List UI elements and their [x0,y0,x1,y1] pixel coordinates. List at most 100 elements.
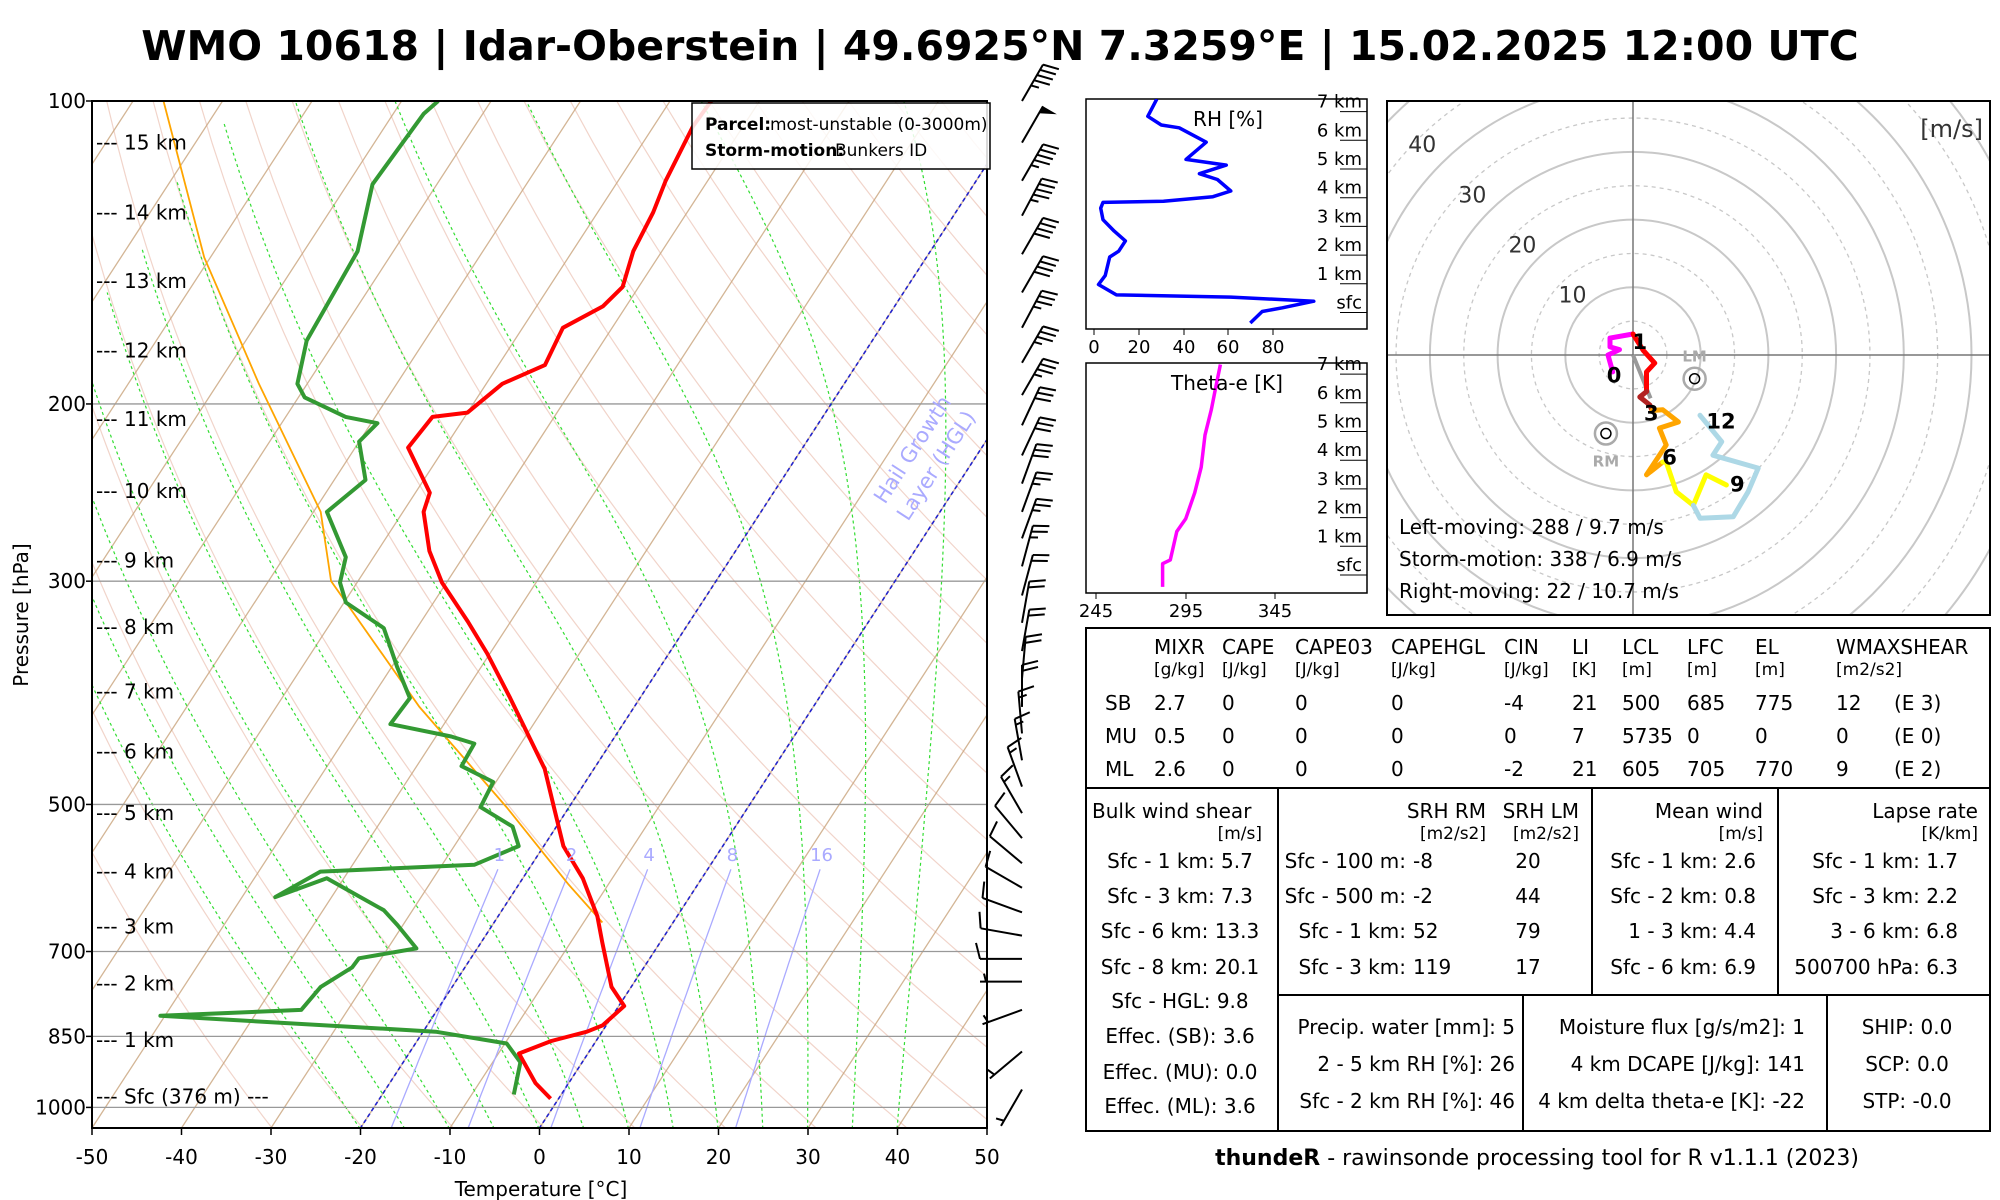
table-unit: [m] [1755,660,1785,680]
barb-full [1029,607,1046,611]
barb-full [1039,330,1057,338]
theta-e-panel: 7 km 6 km 5 km 4 km 3 km 2 km 1 km sfc 245 295 345 [1079,354,1368,622]
dry-adiabat [92,232,636,1128]
barb-full [988,820,998,837]
rh-title: RH [%] [1193,107,1263,131]
srh-row-label: Sfc - 500 m: [1284,884,1406,908]
bulk-shear-row: Sfc - 6 km: 13.3 [1100,919,1260,943]
barb-half [1018,693,1027,699]
lapse-rate-unit: [K/km] [1921,824,1978,844]
bulk-shear-row: Effec. (MU): 0.0 [1102,1060,1258,1084]
legend-parcel-label: Parcel: [705,115,771,135]
moist-adiabat [394,101,764,1128]
barb-full [1029,579,1046,583]
barb-full [1033,79,1051,86]
srh-row-label: Sfc - 100 m: [1284,849,1406,873]
temperature-tick-label: -20 [344,1145,377,1169]
isotherm [92,101,313,441]
table-header: LFC [1687,635,1724,659]
barb-full [1039,68,1057,76]
table-unit: [m] [1687,660,1717,680]
height-label: --- 8 km [96,615,174,639]
wind-barb [1021,633,1043,679]
table-cell: 0.5 [1154,724,1186,748]
lapse-rate-title: Lapse rate [1872,799,1978,823]
table-cell: (E 3) [1894,691,1942,715]
barb-full [1035,188,1053,195]
barb-half [1015,720,1024,726]
dry-adiabat [92,850,273,1128]
storm-marker-dot [1688,372,1701,385]
table-cell: 0 [1222,691,1235,715]
barb-staff [1021,581,1031,624]
barb-staff [989,1050,1023,1080]
barb-staff [1021,525,1034,567]
mean-wind-row: 1 - 3 km: 4.4 [1628,919,1756,943]
skewt-legend: Parcel: most-unstable (0-3000m) Storm-mo… [691,102,991,170]
table-cell: 775 [1755,691,1794,715]
rh-panel: 7 km 6 km 5 km 4 km 3 km 2 km 1 km sfc 0 20 40 60 80 [1085,92,1368,358]
barb-staff [1021,290,1043,329]
table-cell: 605 [1622,757,1661,781]
table-cell: 12 [1836,691,1862,715]
mixing-ratio-label: 8 [727,845,738,866]
barb-full [1036,471,1053,476]
srh-rm-value: 52 [1413,919,1439,943]
wind-barb [1021,659,1039,707]
height-label: --- 9 km [96,548,174,572]
barb-staff [982,1008,1023,1026]
flux-row: Moisture flux [g/s/m2]: 1 [1558,1015,1805,1039]
table-cell: 0 [1391,757,1404,781]
barb-full [1035,300,1053,307]
mixing-ratio-line [467,869,571,1128]
table-cell: 0 [1222,757,1235,781]
moist-adiabat [294,101,719,1128]
ring-label: 40 [1408,133,1436,158]
theta-e-title: Theta-e [K] [1170,371,1283,395]
barb-full [1036,74,1054,81]
srh-rm-value: 119 [1413,955,1452,979]
moist-adiabat [141,247,585,1128]
hodograph-trace [1630,331,1658,395]
mean-wind-unit: [m/s] [1718,824,1763,844]
barb-half [983,973,987,982]
panel-frame [1085,98,1368,330]
isotherm [717,713,987,1128]
storm-motion-info: Storm-motion: 338 / 6.9 m/s [1399,547,1682,571]
wind-barb [995,1089,1023,1127]
barb-staff [1021,64,1044,102]
barb-half [1032,482,1041,486]
srh-rm-unit: [m2/s2] [1419,824,1486,844]
barb-full [1036,227,1054,234]
wind-barb [1021,416,1057,456]
moisture-row: Precip. water [mm]: 5 [1297,1015,1516,1039]
panel-height-label: 1 km [1317,526,1362,547]
barb-half [1030,164,1040,169]
panel-height-label: 2 km [1317,498,1362,519]
bulk-shear-row: Sfc - 3 km: 7.3 [1107,884,1253,908]
table-cell: (E 0) [1894,724,1942,748]
barb-half [1009,747,1018,754]
barb-full [1036,265,1054,273]
wind-barb [1021,497,1053,539]
height-label: --- 13 km [96,269,187,293]
panel-x-tick-label: 20 [1128,337,1151,358]
barb-staff [1021,443,1038,484]
pressure-tick-label: 700 [48,940,86,964]
dry-adiabat [384,101,987,909]
barb-flag [1039,106,1057,115]
table-cell: 2.7 [1154,691,1186,715]
dry-adiabat [291,101,987,1049]
bulk-shear-row: Sfc - 8 km: 20.1 [1100,955,1260,979]
wind-barb [1021,325,1060,364]
barb-full [1042,325,1060,332]
barb-full [1034,427,1052,433]
hodograph-trace [1644,407,1681,478]
table-unit: [J/kg] [1504,660,1549,680]
mean-wind-row: Sfc - 1 km: 2.6 [1610,849,1756,873]
height-label: --- 2 km [96,971,174,995]
storm-marker-label: LM [1682,348,1707,366]
hgl-isotherm [538,438,987,1128]
ring-dashed [1898,101,1990,615]
isotherm [807,851,987,1128]
